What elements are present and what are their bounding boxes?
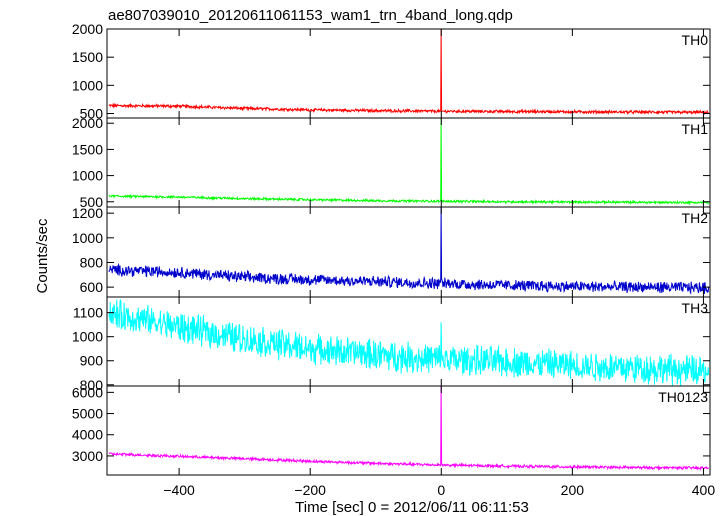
x-tick-label: 0 (437, 482, 445, 498)
series-label-th0: TH0 (682, 32, 709, 48)
y-tick-label: 4000 (72, 427, 103, 443)
series-line-th1 (108, 117, 710, 206)
panel-th0: 500 1000 1500 2000 TH0 (72, 21, 711, 121)
y-tick-label: 3000 (72, 448, 103, 464)
y-tick-label: 800 (80, 254, 104, 270)
series-line-th0123 (109, 385, 710, 471)
y-tick-label: 800 (80, 377, 104, 393)
x-tick-label: −200 (294, 482, 326, 498)
y-tick-label: 500 (80, 194, 104, 210)
y-tick-label: 1500 (72, 141, 103, 157)
panel-th0123: 3000 4000 5000 6000 TH0123 (72, 384, 711, 476)
y-tick-label: 1100 (73, 305, 103, 321)
panel-th1: 500 1000 1500 2000 TH1 (72, 115, 711, 210)
y-tick-label: 900 (80, 353, 104, 369)
x-tick-label: 400 (692, 482, 716, 498)
panel-frame (106, 117, 711, 208)
series-label-th3: TH3 (682, 300, 709, 316)
chart-title: ae807039010_20120611061153_wam1_trn_4ban… (108, 7, 513, 24)
series-label-th0123: TH0123 (658, 389, 708, 405)
series-label-th1: TH1 (682, 121, 709, 137)
y-tick-label: 2000 (72, 21, 103, 37)
series-line-th2 (108, 206, 710, 295)
x-axis-label: Time [sec] 0 = 2012/06/11 06:11:53 (295, 499, 529, 516)
panel-frame (106, 28, 711, 119)
y-tick-label: 2000 (72, 115, 103, 131)
panel-th2: 600 800 1000 1200 TH2 (72, 205, 711, 298)
y-tick-label: 1000 (72, 77, 103, 93)
y-tick-label: 6000 (72, 384, 103, 400)
y-tick-label: 1200 (72, 205, 103, 221)
y-axis-label: Counts/sec (34, 218, 51, 294)
y-tick-label: 1000 (72, 168, 103, 184)
x-tick-label: −400 (163, 482, 195, 498)
y-tick-label: 5000 (72, 406, 103, 422)
x-tick-label: 200 (561, 482, 585, 498)
y-tick-label: 1500 (72, 49, 103, 65)
series-label-th2: TH2 (682, 210, 709, 226)
panel-frame (106, 385, 711, 476)
series-line-th3 (108, 299, 710, 386)
series-line-th0 (108, 28, 709, 115)
y-tick-label: 1000 (72, 329, 103, 345)
y-tick-label: 500 (80, 105, 104, 121)
panel-th3: 800 900 1000 1100 TH3 (72, 296, 711, 393)
y-tick-label: 1000 (72, 230, 103, 246)
x-axis: −400 −200 0 200 400 (163, 482, 715, 498)
y-tick-label: 600 (80, 279, 104, 295)
